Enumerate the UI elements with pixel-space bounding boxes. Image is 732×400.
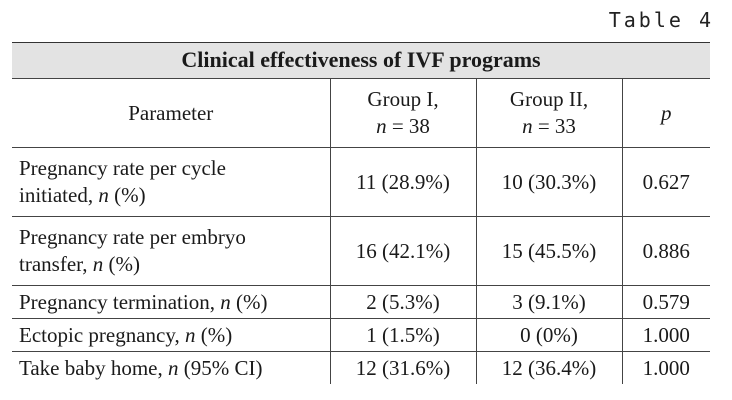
table-row: Take baby home, n (95% CI) 12 (31.6%) 12… [12, 351, 710, 384]
row-parameter-line2: initiated, [19, 183, 99, 207]
row-parameter: Ectopic pregnancy, n (%) [12, 318, 330, 352]
row-group-2-value: 10 (30.3%) [475, 147, 622, 217]
row-parameter-suffix: (%) [230, 289, 268, 314]
row-parameter: Take baby home, n (95% CI) [12, 351, 330, 384]
row-parameter-suffix: (95% CI) [178, 355, 263, 380]
row-parameter-line1: Pregnancy rate per embryo [19, 225, 246, 249]
row-parameter-n: n [184, 322, 196, 347]
header-group-1: Group I, n = 38 [329, 78, 476, 148]
row-parameter: Pregnancy termination, n (%) [12, 285, 330, 319]
header-group-2-count: = 33 [537, 114, 576, 138]
table-row: Pregnancy rate per cycle initiated, n (%… [12, 147, 710, 217]
row-parameter-n: n [92, 252, 104, 276]
row-parameter-suffix: (%) [103, 252, 141, 276]
table-row: Ectopic pregnancy, n (%) 1 (1.5%) 0 (0%)… [12, 318, 710, 352]
header-parameter: Parameter [12, 78, 330, 148]
row-group-1-value: 12 (31.6%) [329, 351, 476, 384]
row-parameter-text: Pregnancy termination, [19, 289, 221, 314]
header-parameter-label: Parameter [128, 100, 214, 125]
row-parameter-suffix: (%) [195, 322, 233, 347]
row-p-value: 1.000 [621, 318, 710, 352]
header-group-1-name: Group I, [367, 87, 439, 111]
row-group-1-value: 2 (5.3%) [329, 285, 476, 319]
row-group-2-value: 15 (45.5%) [475, 216, 622, 286]
row-group-2-value: 0 (0%) [475, 318, 622, 352]
row-parameter: Pregnancy rate per cycle initiated, n (%… [12, 147, 330, 217]
table-row: Pregnancy termination, n (%) 2 (5.3%) 3 … [12, 285, 710, 319]
header-p-label: p [661, 100, 672, 125]
row-group-1-value: 1 (1.5%) [329, 318, 476, 352]
row-group-1-value: 16 (42.1%) [329, 216, 476, 286]
row-p-value: 0.579 [621, 285, 710, 319]
header-group-1-n: n [376, 114, 387, 138]
row-p-value: 0.627 [621, 147, 710, 217]
row-parameter-line1: Pregnancy rate per cycle [19, 156, 226, 180]
table-number: Table 4 [608, 8, 714, 32]
row-parameter-n: n [220, 289, 231, 314]
row-group-2-value: 3 (9.1%) [475, 285, 622, 319]
header-p-value: p [621, 78, 710, 148]
row-parameter-suffix: (%) [108, 183, 146, 207]
header-group-2-n: n [522, 114, 533, 138]
row-parameter-text: Ectopic pregnancy, [19, 322, 185, 347]
header-row: Parameter Group I, n = 38 Group II, n = … [12, 78, 710, 148]
row-group-1-value: 11 (28.9%) [329, 147, 476, 217]
header-group-2: Group II, n = 33 [475, 78, 622, 148]
row-parameter-text: Take baby home, [19, 355, 168, 380]
row-parameter-n: n [98, 183, 109, 207]
table-title: Clinical effectiveness of IVF programs [12, 42, 710, 78]
row-parameter-line2: transfer, [19, 252, 93, 276]
results-table: Parameter Group I, n = 38 Group II, n = … [12, 78, 710, 384]
table-row: Pregnancy rate per embryo transfer, n (%… [12, 216, 710, 286]
header-group-2-name: Group II, [509, 87, 589, 111]
row-p-value: 0.886 [621, 216, 710, 286]
row-p-value: 1.000 [621, 351, 710, 384]
row-group-2-value: 12 (36.4%) [475, 351, 622, 384]
header-group-1-count: = 38 [391, 114, 430, 138]
row-parameter: Pregnancy rate per embryo transfer, n (%… [12, 216, 330, 286]
row-parameter-n: n [167, 355, 179, 380]
